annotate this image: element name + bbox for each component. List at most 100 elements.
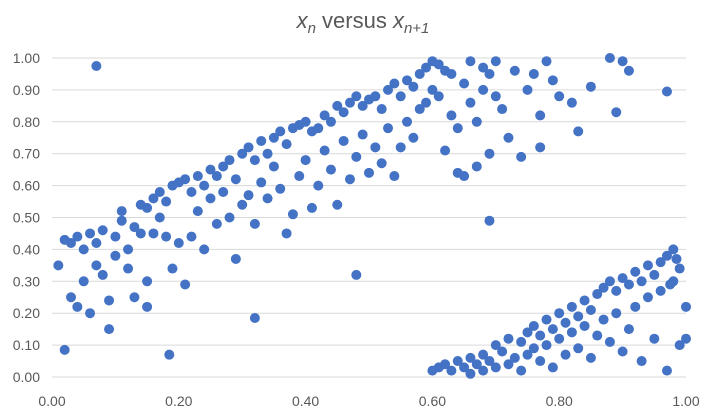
data-point [85, 308, 96, 319]
data-point [541, 314, 552, 325]
data-point [465, 56, 476, 67]
data-point [585, 81, 596, 92]
data-point [91, 60, 102, 71]
data-point [471, 116, 482, 127]
data-point [566, 301, 577, 312]
data-point [408, 132, 419, 143]
data-point [446, 68, 457, 79]
data-point [192, 206, 203, 217]
data-point [186, 231, 197, 242]
data-point [325, 116, 336, 127]
data-point [224, 212, 235, 223]
data-point [452, 123, 463, 134]
data-point [59, 344, 70, 355]
title-sub2: n+1 [404, 20, 429, 37]
data-point [123, 263, 134, 274]
data-point [104, 324, 115, 335]
data-point [351, 151, 362, 162]
data-point [535, 142, 546, 153]
data-point [421, 62, 432, 73]
data-point [414, 68, 425, 79]
data-point [604, 276, 615, 287]
data-point [604, 53, 615, 63]
data-point [97, 225, 108, 236]
data-point [459, 171, 470, 182]
data-point [72, 301, 83, 312]
data-point [123, 244, 134, 255]
data-point [325, 164, 336, 175]
data-point [224, 155, 235, 166]
data-point [592, 330, 603, 341]
data-point [617, 273, 628, 284]
data-point [465, 368, 476, 379]
data-point [516, 365, 527, 376]
data-point [376, 158, 387, 169]
data-point [395, 91, 406, 102]
y-tick-label: 0.50 [13, 210, 40, 226]
data-point [674, 340, 685, 351]
data-point [433, 59, 444, 70]
data-point [319, 110, 330, 121]
data-point [427, 84, 438, 95]
data-point [478, 84, 489, 95]
y-tick-label: 0.60 [13, 178, 40, 194]
data-point [275, 126, 286, 137]
data-point [395, 142, 406, 153]
data-point [604, 336, 615, 347]
data-point [478, 349, 489, 360]
data-point [78, 244, 89, 255]
data-point [249, 218, 260, 229]
data-point [547, 75, 558, 86]
data-point [129, 292, 140, 303]
data-point [503, 132, 514, 143]
data-point [471, 359, 482, 370]
data-point [351, 269, 362, 280]
data-point [661, 365, 672, 376]
data-point [585, 352, 596, 363]
y-tick-label: 0.90 [13, 82, 40, 98]
data-point [218, 186, 229, 197]
data-point [383, 84, 394, 95]
data-point [579, 320, 590, 331]
data-point [541, 340, 552, 351]
data-point [421, 97, 432, 108]
data-point [199, 244, 210, 255]
data-point [72, 231, 83, 242]
data-point [91, 260, 102, 271]
data-point [78, 276, 89, 287]
data-point [592, 289, 603, 300]
y-tick-label: 0.20 [13, 305, 40, 321]
data-point [573, 343, 584, 354]
data-point [414, 104, 425, 115]
y-axis-tick-labels: 0.00 0.10 0.20 0.30 0.40 0.50 0.60 0.70 0.80 0.90… [13, 50, 40, 385]
data-point [256, 177, 267, 188]
data-point [300, 155, 311, 166]
data-point [674, 263, 685, 274]
data-point [116, 206, 127, 217]
data-point [554, 308, 565, 319]
data-point [484, 356, 495, 367]
data-point [573, 311, 584, 322]
data-point [154, 186, 165, 197]
data-point [522, 84, 533, 95]
data-point [440, 145, 451, 156]
data-point [205, 164, 216, 175]
data-point [535, 110, 546, 121]
data-point [180, 279, 191, 290]
data-point [649, 333, 660, 344]
data-point [671, 253, 682, 264]
data-point [173, 238, 184, 249]
data-point [617, 56, 628, 67]
y-tick-label: 0.70 [13, 146, 40, 162]
data-point [484, 148, 495, 159]
data-point [357, 100, 368, 111]
data-point [623, 279, 634, 290]
data-point [199, 180, 210, 191]
data-point [249, 312, 260, 323]
data-point [528, 320, 539, 331]
data-point [370, 91, 381, 102]
data-point [218, 161, 229, 172]
data-point [649, 269, 660, 280]
data-point [547, 362, 558, 373]
data-point [522, 349, 533, 360]
